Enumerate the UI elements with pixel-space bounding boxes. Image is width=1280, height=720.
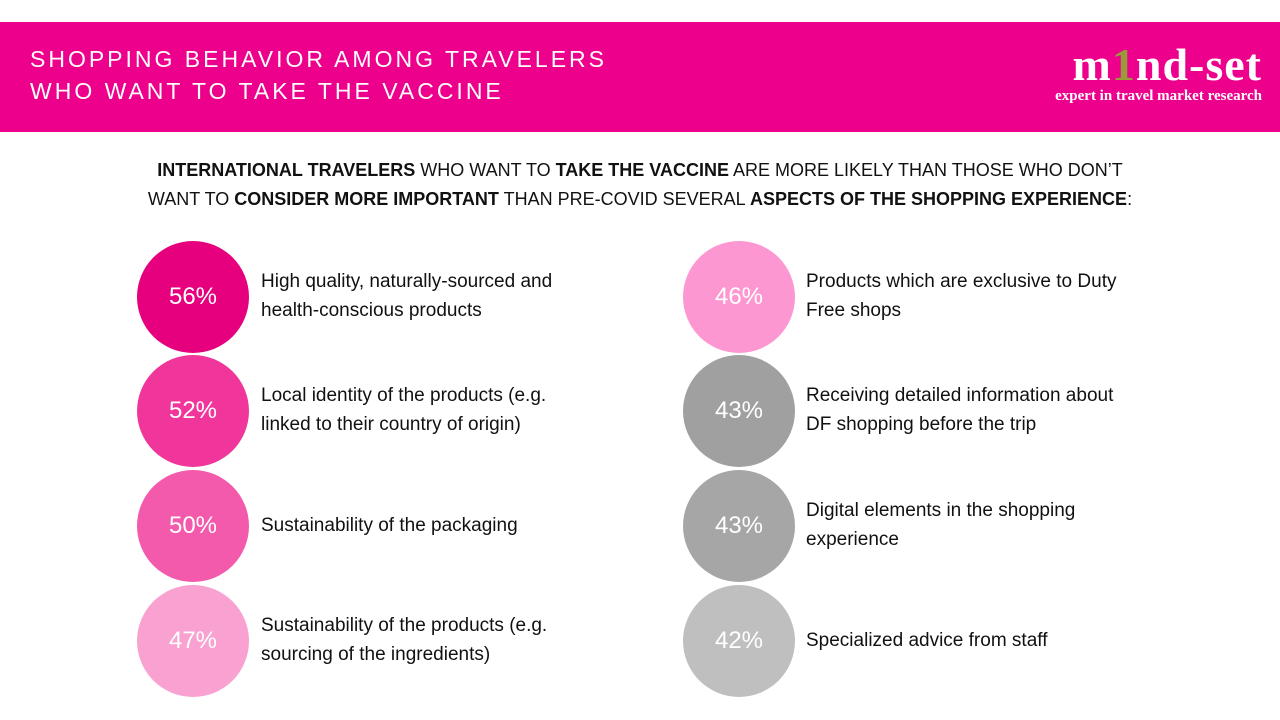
percent-circle: 43%	[683, 470, 795, 582]
item-label: Receiving detailed information about DF s…	[806, 381, 1113, 439]
logo-part: m	[1072, 39, 1112, 90]
subtitle-segment: CONSIDER MORE IMPORTANT	[234, 189, 499, 209]
item-label: Products which are exclusive to Duty Free…	[806, 267, 1116, 325]
item-line: experience	[806, 529, 899, 550]
item-label: High quality, naturally-sourced and healt…	[261, 267, 552, 325]
item-line: Local identity of the products (e.g.	[261, 385, 547, 406]
header-band	[0, 22, 1280, 132]
percent-circle: 56%	[137, 241, 249, 353]
logo-name: m1nd-set	[1055, 42, 1262, 88]
item-label: Local identity of the products (e.g. link…	[261, 381, 546, 439]
item-line: DF shopping before the trip	[806, 414, 1037, 435]
item-line: health-conscious products	[261, 300, 482, 321]
item-line: Specialized advice from staff	[806, 629, 1048, 651]
logo: m1nd-set expert in travel market researc…	[1055, 42, 1262, 105]
item-label: Specialized advice from staff	[806, 626, 1048, 655]
subtitle-line: INTERNATIONAL TRAVELERS WHO WANT TO TAKE…	[0, 160, 1280, 181]
subtitle-segment: INTERNATIONAL TRAVELERS	[157, 160, 416, 180]
percent-circle: 43%	[683, 355, 795, 467]
subtitle-segment: ASPECTS OF THE SHOPPING EXPERIENCE	[749, 189, 1128, 209]
logo-part: nd-set	[1135, 39, 1262, 90]
subtitle-segment: WANT TO	[147, 189, 235, 209]
header-title: WHO WANT TO TAKE THE VACCINE	[30, 78, 504, 104]
item-line: Digital elements in the shopping	[806, 500, 1076, 521]
percent-circle: 46%	[683, 241, 795, 353]
subtitle-line: WANT TO CONSIDER MORE IMPORTANT THAN PRE…	[0, 189, 1280, 210]
percent-circle: 50%	[137, 470, 249, 582]
item-label: Digital elements in the shopping experien…	[806, 496, 1075, 554]
subtitle-segment: TAKE THE VACCINE	[555, 160, 729, 180]
item-line: Receiving detailed information about	[806, 385, 1114, 406]
subtitle-segment: WHO WANT TO	[415, 160, 556, 180]
logo-tagline: expert in travel market research	[1055, 88, 1262, 104]
logo-part: 1	[1111, 39, 1136, 90]
percent-circle: 47%	[137, 585, 249, 697]
subtitle-segment: :	[1127, 189, 1133, 209]
item-line: High quality, naturally-sourced and	[261, 271, 553, 292]
percent-circle: 52%	[137, 355, 249, 467]
item-line: linked to their country of origin)	[261, 414, 521, 435]
header-title: SHOPPING BEHAVIOR AMONG TRAVELERS	[30, 46, 608, 72]
item-line: Free shops	[806, 300, 902, 321]
item-label: Sustainability of the products (e.g. sour…	[261, 611, 547, 669]
item-line: sourcing of the ingredients)	[261, 644, 491, 665]
percent-circle: 42%	[683, 585, 795, 697]
item-line: Products which are exclusive to Duty	[806, 271, 1117, 292]
subtitle-segment: THAN PRE-COVID SEVERAL	[498, 189, 750, 209]
item-label: Sustainability of the packaging	[261, 511, 518, 540]
item-line: Sustainability of the products (e.g.	[261, 615, 548, 636]
subtitle-segment: ARE MORE LIKELY THAN THOSE WHO DON’T	[728, 160, 1123, 180]
item-line: Sustainability of the packaging	[261, 514, 518, 536]
